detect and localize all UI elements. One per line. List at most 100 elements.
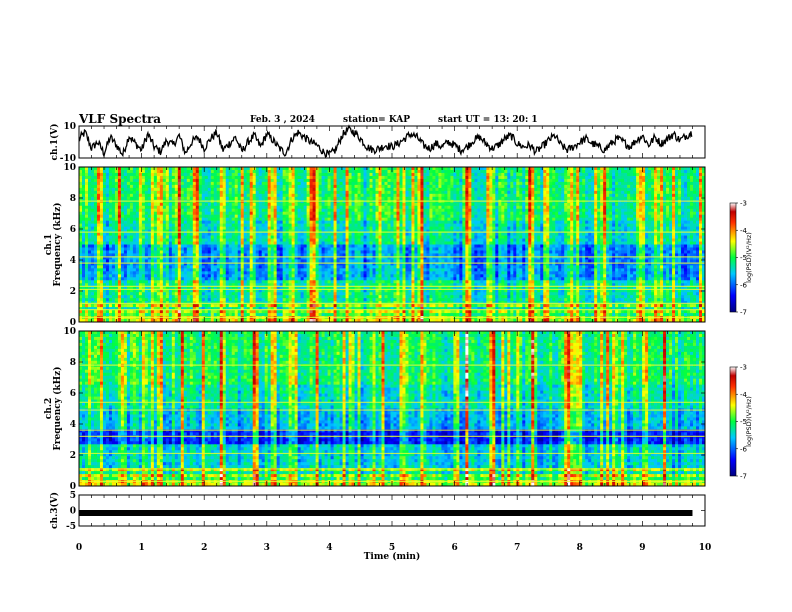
spectrogram-cell — [255, 265, 260, 269]
spectrogram-cell — [231, 280, 236, 284]
spectrogram-cell — [276, 289, 281, 293]
spectrogram-cell — [249, 244, 254, 248]
spectrogram-cell — [306, 283, 311, 287]
spectrogram-cell — [327, 256, 332, 260]
spectrogram-cell — [123, 167, 128, 171]
spectrogram-cell — [171, 271, 176, 275]
spectrogram-cell — [117, 202, 122, 207]
spectrogram-cell — [79, 265, 83, 269]
spectrogram-cell — [357, 295, 362, 299]
spectrogram-cell — [270, 280, 275, 284]
spectrogram-cell — [129, 319, 134, 323]
spectrogram-cell — [309, 310, 314, 314]
spectrogram-cell — [228, 223, 233, 228]
spectrogram-cell — [82, 277, 86, 281]
spectrogram-cell — [204, 172, 209, 177]
spectrogram-cell — [219, 247, 224, 251]
spectrogram-cell — [279, 217, 284, 222]
spectrogram-cell — [210, 259, 215, 263]
spectrogram-cell — [210, 220, 215, 225]
spectrogram-cell — [267, 256, 272, 260]
spectrogram-cell — [225, 223, 230, 228]
spectrogram-cell — [171, 226, 176, 231]
spectrogram-cell — [333, 313, 338, 317]
spectrogram-cell — [174, 214, 179, 219]
spectrogram-cell — [144, 256, 149, 260]
spectrogram-cell — [180, 211, 185, 216]
spectrogram-cell — [339, 286, 344, 290]
spectrogram-cell — [258, 232, 263, 237]
spectrogram-cell — [147, 184, 152, 189]
spectrogram-cell — [108, 253, 113, 257]
spectrogram-cell — [204, 196, 209, 201]
spectrogram-cell — [255, 310, 260, 314]
spectrogram-cell — [147, 187, 152, 192]
spectrogram-cell — [279, 226, 284, 231]
spectrogram-cell — [156, 223, 161, 228]
spectrogram-cell — [117, 286, 122, 290]
spectrogram-cell — [150, 181, 155, 186]
spectrogram-cell — [171, 286, 176, 290]
spectrogram-cell — [82, 193, 86, 198]
spectrogram-cell — [102, 268, 107, 272]
spectrogram-cell — [174, 205, 179, 210]
spectrogram-cell — [186, 277, 191, 281]
spectrogram-cell — [243, 283, 248, 287]
spectrogram-cell — [288, 313, 293, 317]
spectrogram-cell — [213, 172, 218, 177]
spectrogram-cell — [168, 295, 173, 299]
spectrogram-cell — [231, 310, 236, 314]
spectrogram-cell — [192, 226, 197, 231]
spectrogram-cell — [252, 274, 257, 278]
spectrogram-cell — [108, 184, 113, 189]
spectrogram-cell — [261, 241, 266, 245]
spectrogram-cell — [159, 217, 164, 222]
spectrogram-cell — [138, 226, 143, 231]
spectrogram-cell — [315, 214, 320, 219]
spectrogram-cell — [297, 208, 302, 213]
spectrogram-cell — [79, 244, 83, 248]
spectrogram-cell — [234, 211, 239, 216]
spectrogram-cell — [282, 268, 287, 272]
spectrogram-cell — [258, 295, 263, 299]
spectrogram-cell — [201, 229, 206, 234]
spectrogram-cell — [159, 167, 164, 171]
spectrogram-cell — [126, 280, 131, 284]
spectrogram-cell — [357, 169, 362, 174]
spectrogram-cell — [297, 181, 302, 186]
spectrogram-cell — [174, 253, 179, 257]
spectrogram-cell — [186, 184, 191, 189]
spectrogram-cell — [174, 283, 179, 287]
spectrogram-cell — [93, 289, 98, 293]
spectrogram-cell — [288, 280, 293, 284]
spectrogram-cell — [321, 190, 326, 195]
spectrogram-cell — [201, 214, 206, 219]
spectrogram-cell — [303, 292, 308, 296]
spectrogram-cell — [288, 289, 293, 293]
spectrogram-cell — [159, 193, 164, 198]
spectrogram-cell — [82, 292, 86, 296]
spectrogram-cell — [231, 307, 236, 311]
spectrogram-cell — [363, 262, 368, 266]
spectrogram-cell — [306, 202, 311, 207]
spectrogram-cell — [264, 304, 269, 308]
spectrogram-cell — [195, 208, 200, 213]
spectrogram-cell — [93, 214, 98, 219]
spectrogram-cell — [156, 205, 161, 210]
spectrogram-cell — [300, 205, 305, 210]
spectrogram-cell — [264, 256, 269, 260]
spectrogram-cell — [147, 229, 152, 234]
spectrogram-cell — [264, 286, 269, 290]
spectrogram-cell — [252, 190, 257, 195]
spectrogram-cell — [294, 292, 299, 296]
spectrogram-cell — [141, 250, 146, 254]
spectrogram-cell — [249, 167, 254, 171]
spectrogram-cell — [198, 304, 203, 308]
spectrogram-cell — [213, 292, 218, 296]
spectrogram-cell — [84, 223, 89, 228]
spectrogram-cell — [111, 271, 116, 275]
spectrogram-cell — [318, 298, 323, 302]
spectrogram-cell — [168, 298, 173, 302]
spectrogram-cell — [141, 283, 146, 287]
spectrogram-cell — [84, 292, 89, 296]
